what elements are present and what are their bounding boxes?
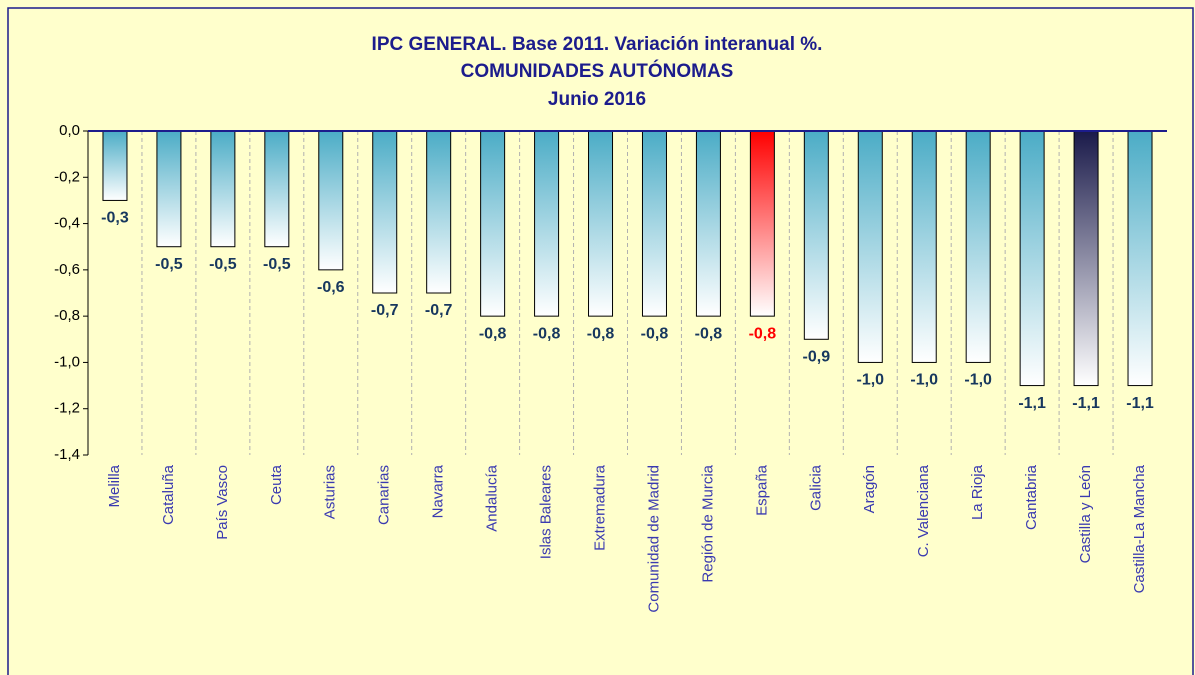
x-tick-label: Aragón — [861, 465, 878, 513]
value-label: -0,5 — [263, 256, 291, 273]
x-tick-label: Comunidad de Madrid — [645, 465, 662, 613]
bar — [857, 130, 883, 363]
x-tick-label: Castilla y León — [1077, 465, 1094, 563]
value-label: -0,8 — [587, 325, 615, 342]
value-label: -0,5 — [209, 256, 237, 273]
bar — [588, 130, 614, 317]
x-tick-label: España — [753, 464, 770, 516]
chart-title: IPC GENERAL. Base 2011. Variación intera… — [372, 34, 823, 55]
bar — [803, 130, 829, 340]
y-tick-label: -0,6 — [54, 261, 80, 278]
x-tick-label: Cataluña — [160, 464, 177, 525]
value-label: -0,6 — [317, 279, 345, 296]
value-label: -0,8 — [749, 325, 777, 342]
bar — [264, 130, 290, 248]
bar — [480, 130, 506, 317]
x-tick-label: Ceuta — [268, 464, 285, 505]
value-label: -1,1 — [1126, 395, 1154, 412]
value-label: -1,1 — [1072, 395, 1100, 412]
value-label: -0,8 — [641, 325, 669, 342]
value-label: -0,3 — [101, 210, 129, 227]
bar — [1073, 130, 1099, 387]
value-label: -1,0 — [964, 372, 992, 389]
value-label: -0,8 — [479, 325, 507, 342]
y-tick-label: -1,4 — [54, 446, 80, 463]
value-label: -1,0 — [856, 372, 884, 389]
bar — [749, 130, 775, 317]
y-tick-label: -1,0 — [54, 353, 80, 370]
x-tick-label: Región de Murcia — [699, 464, 716, 582]
x-tick-label: Cantabria — [1023, 464, 1040, 530]
bar — [426, 130, 452, 294]
y-tick-label: -0,2 — [54, 168, 80, 185]
y-tick-label: -0,4 — [54, 215, 80, 232]
bar — [372, 130, 398, 294]
bar — [102, 130, 128, 201]
x-tick-label: Castilla-La Mancha — [1131, 464, 1148, 593]
y-tick-label: -0,8 — [54, 307, 80, 324]
y-tick-label: 0,0 — [59, 122, 80, 139]
value-label: -1,0 — [910, 372, 938, 389]
x-tick-label: Andalucía — [484, 464, 501, 531]
bar — [1127, 130, 1153, 387]
bar — [210, 130, 236, 248]
bar — [534, 130, 560, 317]
y-tick-label: -1,2 — [54, 400, 80, 417]
x-tick-label: Asturias — [322, 465, 339, 519]
chart-subtitle: COMUNIDADES AUTÓNOMAS — [461, 60, 734, 82]
value-label: -0,5 — [155, 256, 183, 273]
value-label: -0,7 — [371, 302, 399, 319]
value-label: -0,8 — [695, 325, 723, 342]
chart-date: Junio 2016 — [548, 89, 646, 110]
bar — [695, 130, 721, 317]
x-tick-label: C. Valenciana — [915, 464, 932, 557]
value-label: -0,9 — [803, 349, 831, 366]
bar — [318, 130, 344, 271]
x-tick-label: Melilla — [106, 464, 123, 507]
bar — [156, 130, 182, 248]
x-tick-label: País Vasco — [214, 465, 231, 540]
value-label: -0,7 — [425, 302, 453, 319]
x-tick-label: Canarias — [376, 465, 393, 525]
x-tick-label: Islas Baleares — [538, 465, 555, 559]
bar — [911, 130, 937, 363]
bar — [1019, 130, 1045, 387]
value-label: -0,8 — [533, 325, 561, 342]
bar — [965, 130, 991, 363]
bar — [641, 130, 667, 317]
x-tick-label: La Rioja — [969, 464, 986, 520]
x-tick-label: Extremadura — [591, 464, 608, 551]
x-tick-label: Navarra — [430, 464, 447, 518]
value-label: -1,1 — [1018, 395, 1046, 412]
x-tick-label: Galicia — [807, 464, 824, 511]
